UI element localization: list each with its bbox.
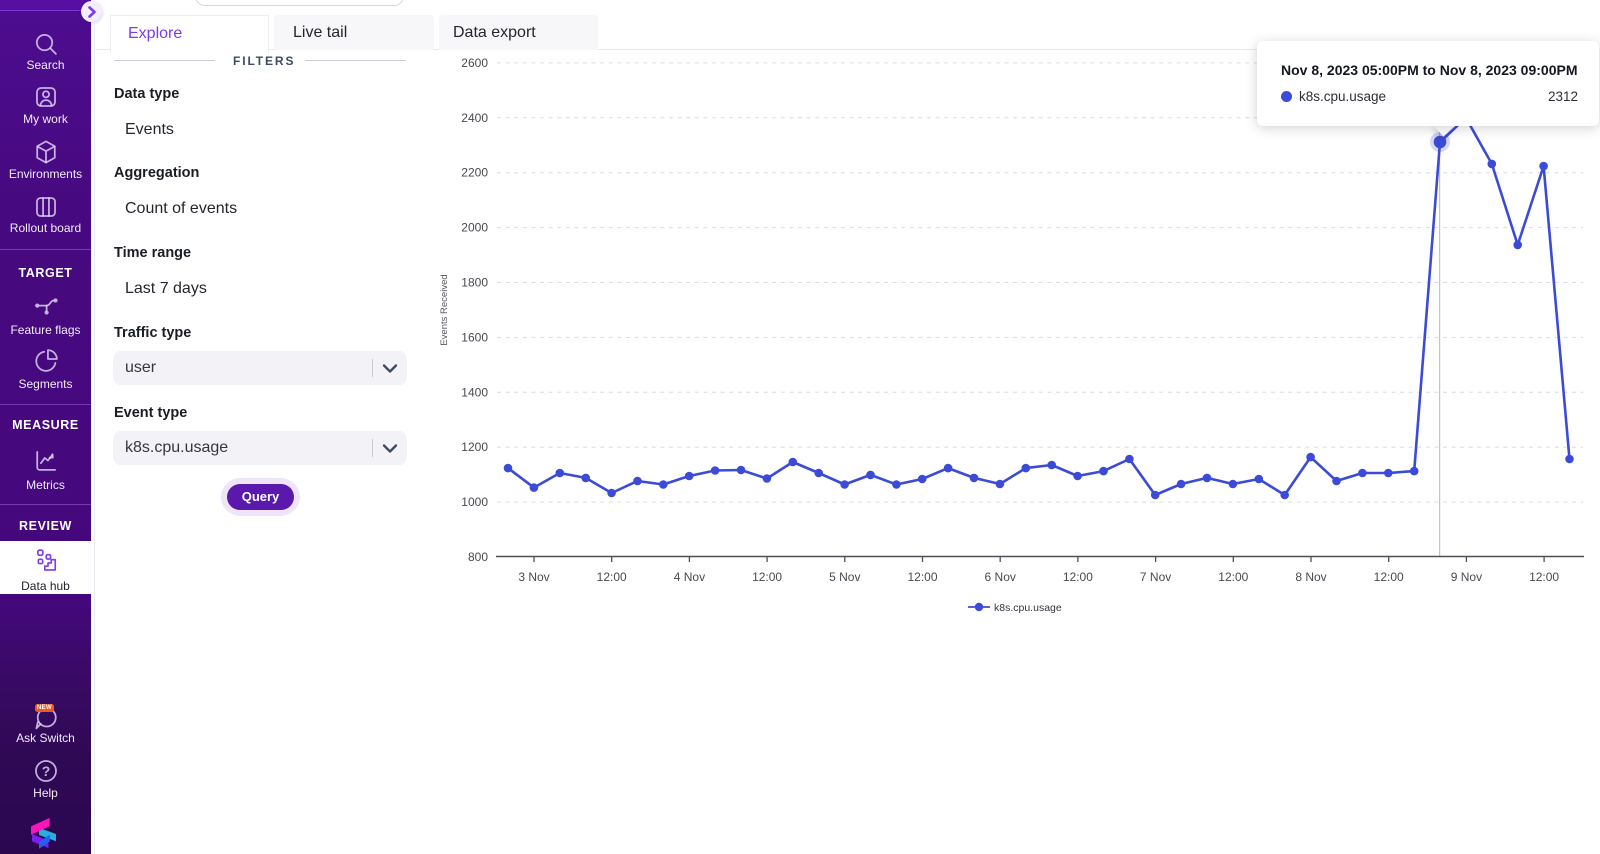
svg-text:12:00: 12:00 <box>752 570 782 584</box>
svg-text:1200: 1200 <box>461 440 488 454</box>
svg-text:6 Nov: 6 Nov <box>985 570 1016 584</box>
svg-text:12:00: 12:00 <box>1218 570 1248 584</box>
svg-text:7 Nov: 7 Nov <box>1140 570 1171 584</box>
svg-text:2200: 2200 <box>461 166 488 180</box>
svg-text:1600: 1600 <box>461 330 488 344</box>
svg-text:12:00: 12:00 <box>1374 570 1404 584</box>
svg-text:12:00: 12:00 <box>597 570 627 584</box>
svg-text:12:00: 12:00 <box>1063 570 1093 584</box>
svg-text:Events Received: Events Received <box>439 274 450 345</box>
svg-text:9 Nov: 9 Nov <box>1451 570 1482 584</box>
svg-text:2400: 2400 <box>461 111 488 125</box>
svg-text:12:00: 12:00 <box>1529 570 1559 584</box>
svg-text:2000: 2000 <box>461 221 488 235</box>
svg-text:8 Nov: 8 Nov <box>1295 570 1326 584</box>
svg-text:12:00: 12:00 <box>907 570 937 584</box>
svg-text:1000: 1000 <box>461 495 488 509</box>
svg-text:k8s.cpu.usage: k8s.cpu.usage <box>994 602 1062 614</box>
svg-text:2600: 2600 <box>461 56 488 70</box>
svg-text:5 Nov: 5 Nov <box>829 570 860 584</box>
svg-text:800: 800 <box>468 550 488 564</box>
svg-text:?: ? <box>41 763 50 779</box>
svg-text:4 Nov: 4 Nov <box>674 570 705 584</box>
svg-text:1800: 1800 <box>461 276 488 290</box>
svg-text:1400: 1400 <box>461 385 488 399</box>
svg-text:3 Nov: 3 Nov <box>518 570 549 584</box>
